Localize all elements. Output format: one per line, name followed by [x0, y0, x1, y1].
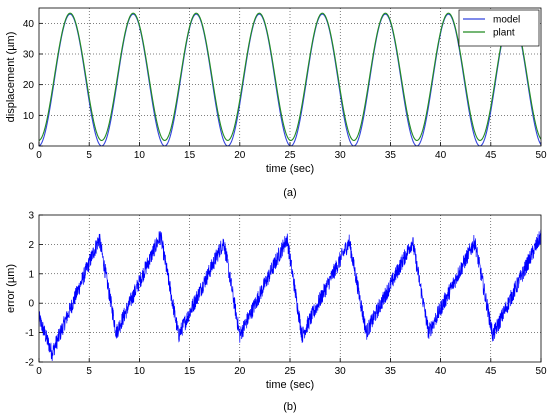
chart-b-series-line	[39, 229, 541, 362]
chart-b-grid	[39, 215, 541, 362]
chart-b-x-tick-label: 40	[435, 366, 447, 377]
chart-b-x-tick-label: 45	[485, 366, 497, 377]
chart-a-x-tick-label: 45	[485, 150, 497, 161]
chart-a-x-tick-label: 30	[335, 150, 347, 161]
chart-b-x-tick-label: 5	[86, 366, 92, 377]
legend-label-model: model	[493, 15, 520, 26]
chart-b-x-tick-label: 15	[184, 366, 196, 377]
chart-a-series-line-plant	[39, 12, 541, 142]
chart-a-y-tick-label: 10	[23, 111, 35, 122]
chart-b-y-tick-label: 1	[28, 269, 34, 280]
chart-b-x-axis-label: time (sec)	[266, 379, 314, 391]
chart-b-y-tick-label: 2	[28, 240, 34, 251]
chart-a-x-tick-label: 15	[184, 150, 196, 161]
chart-a-ticks: 0 5 10 15 20 25 30 35 40 45 50 0 10 20 30 40	[23, 19, 547, 161]
chart-a-y-axis-label: displacement (µm)	[5, 32, 17, 123]
chart-a-x-tick-label: 40	[435, 150, 447, 161]
chart-a-x-tick-label: 50	[535, 150, 547, 161]
chart-a-x-axis-label: time (sec)	[266, 163, 314, 175]
chart-a-x-tick-label: 0	[36, 150, 42, 161]
chart-a-x-tick-label: 10	[134, 150, 146, 161]
chart-b-x-tick-label: 10	[134, 366, 146, 377]
chart-a-y-tick-label: 30	[23, 50, 35, 61]
legend-label-plant: plant	[493, 28, 515, 39]
chart-a-y-tick-label: 40	[23, 19, 35, 30]
legend-box	[458, 9, 540, 47]
chart-b-x-tick-label: 30	[335, 366, 347, 377]
chart-b-plot-area	[39, 229, 541, 362]
chart-b-caption: (b)	[283, 401, 296, 413]
chart-a-y-tick-label: 20	[23, 80, 35, 91]
chart-b-y-tick-label: -2	[25, 358, 34, 369]
chart-a-legend: model plant	[458, 9, 540, 47]
chart-b-y-tick-label: 0	[28, 299, 34, 310]
chart-b-y-tick-label: 3	[28, 211, 34, 222]
chart-b-x-tick-label: 35	[385, 366, 397, 377]
chart-a-x-tick-label: 20	[234, 150, 246, 161]
chart-b-y-axis-label: error (µm)	[5, 264, 17, 313]
chart-a-x-tick-label: 35	[385, 150, 397, 161]
chart-b-x-tick-label: 0	[36, 366, 42, 377]
chart-b-y-tick-label: -1	[25, 328, 34, 339]
chart-b-ticks: 0 5 10 15 20 25 30 35 40 45 50 -2 -1 0 1 2 3	[25, 211, 547, 378]
chart-b-x-tick-label: 50	[535, 366, 547, 377]
chart-a: 0 5 10 15 20 25 30 35 40 45 50 0 10 20 30 40 time (sec)…	[5, 7, 547, 199]
chart-b-x-tick-label: 25	[284, 366, 296, 377]
chart-b-frame	[38, 214, 542, 363]
chart-a-x-tick-label: 25	[284, 150, 296, 161]
chart-a-y-tick-label: 0	[28, 142, 34, 153]
chart-a-caption: (a)	[283, 187, 296, 199]
chart-a-grid	[39, 8, 541, 146]
chart-a-x-tick-label: 5	[86, 150, 92, 161]
chart-b-x-tick-label: 20	[234, 366, 246, 377]
